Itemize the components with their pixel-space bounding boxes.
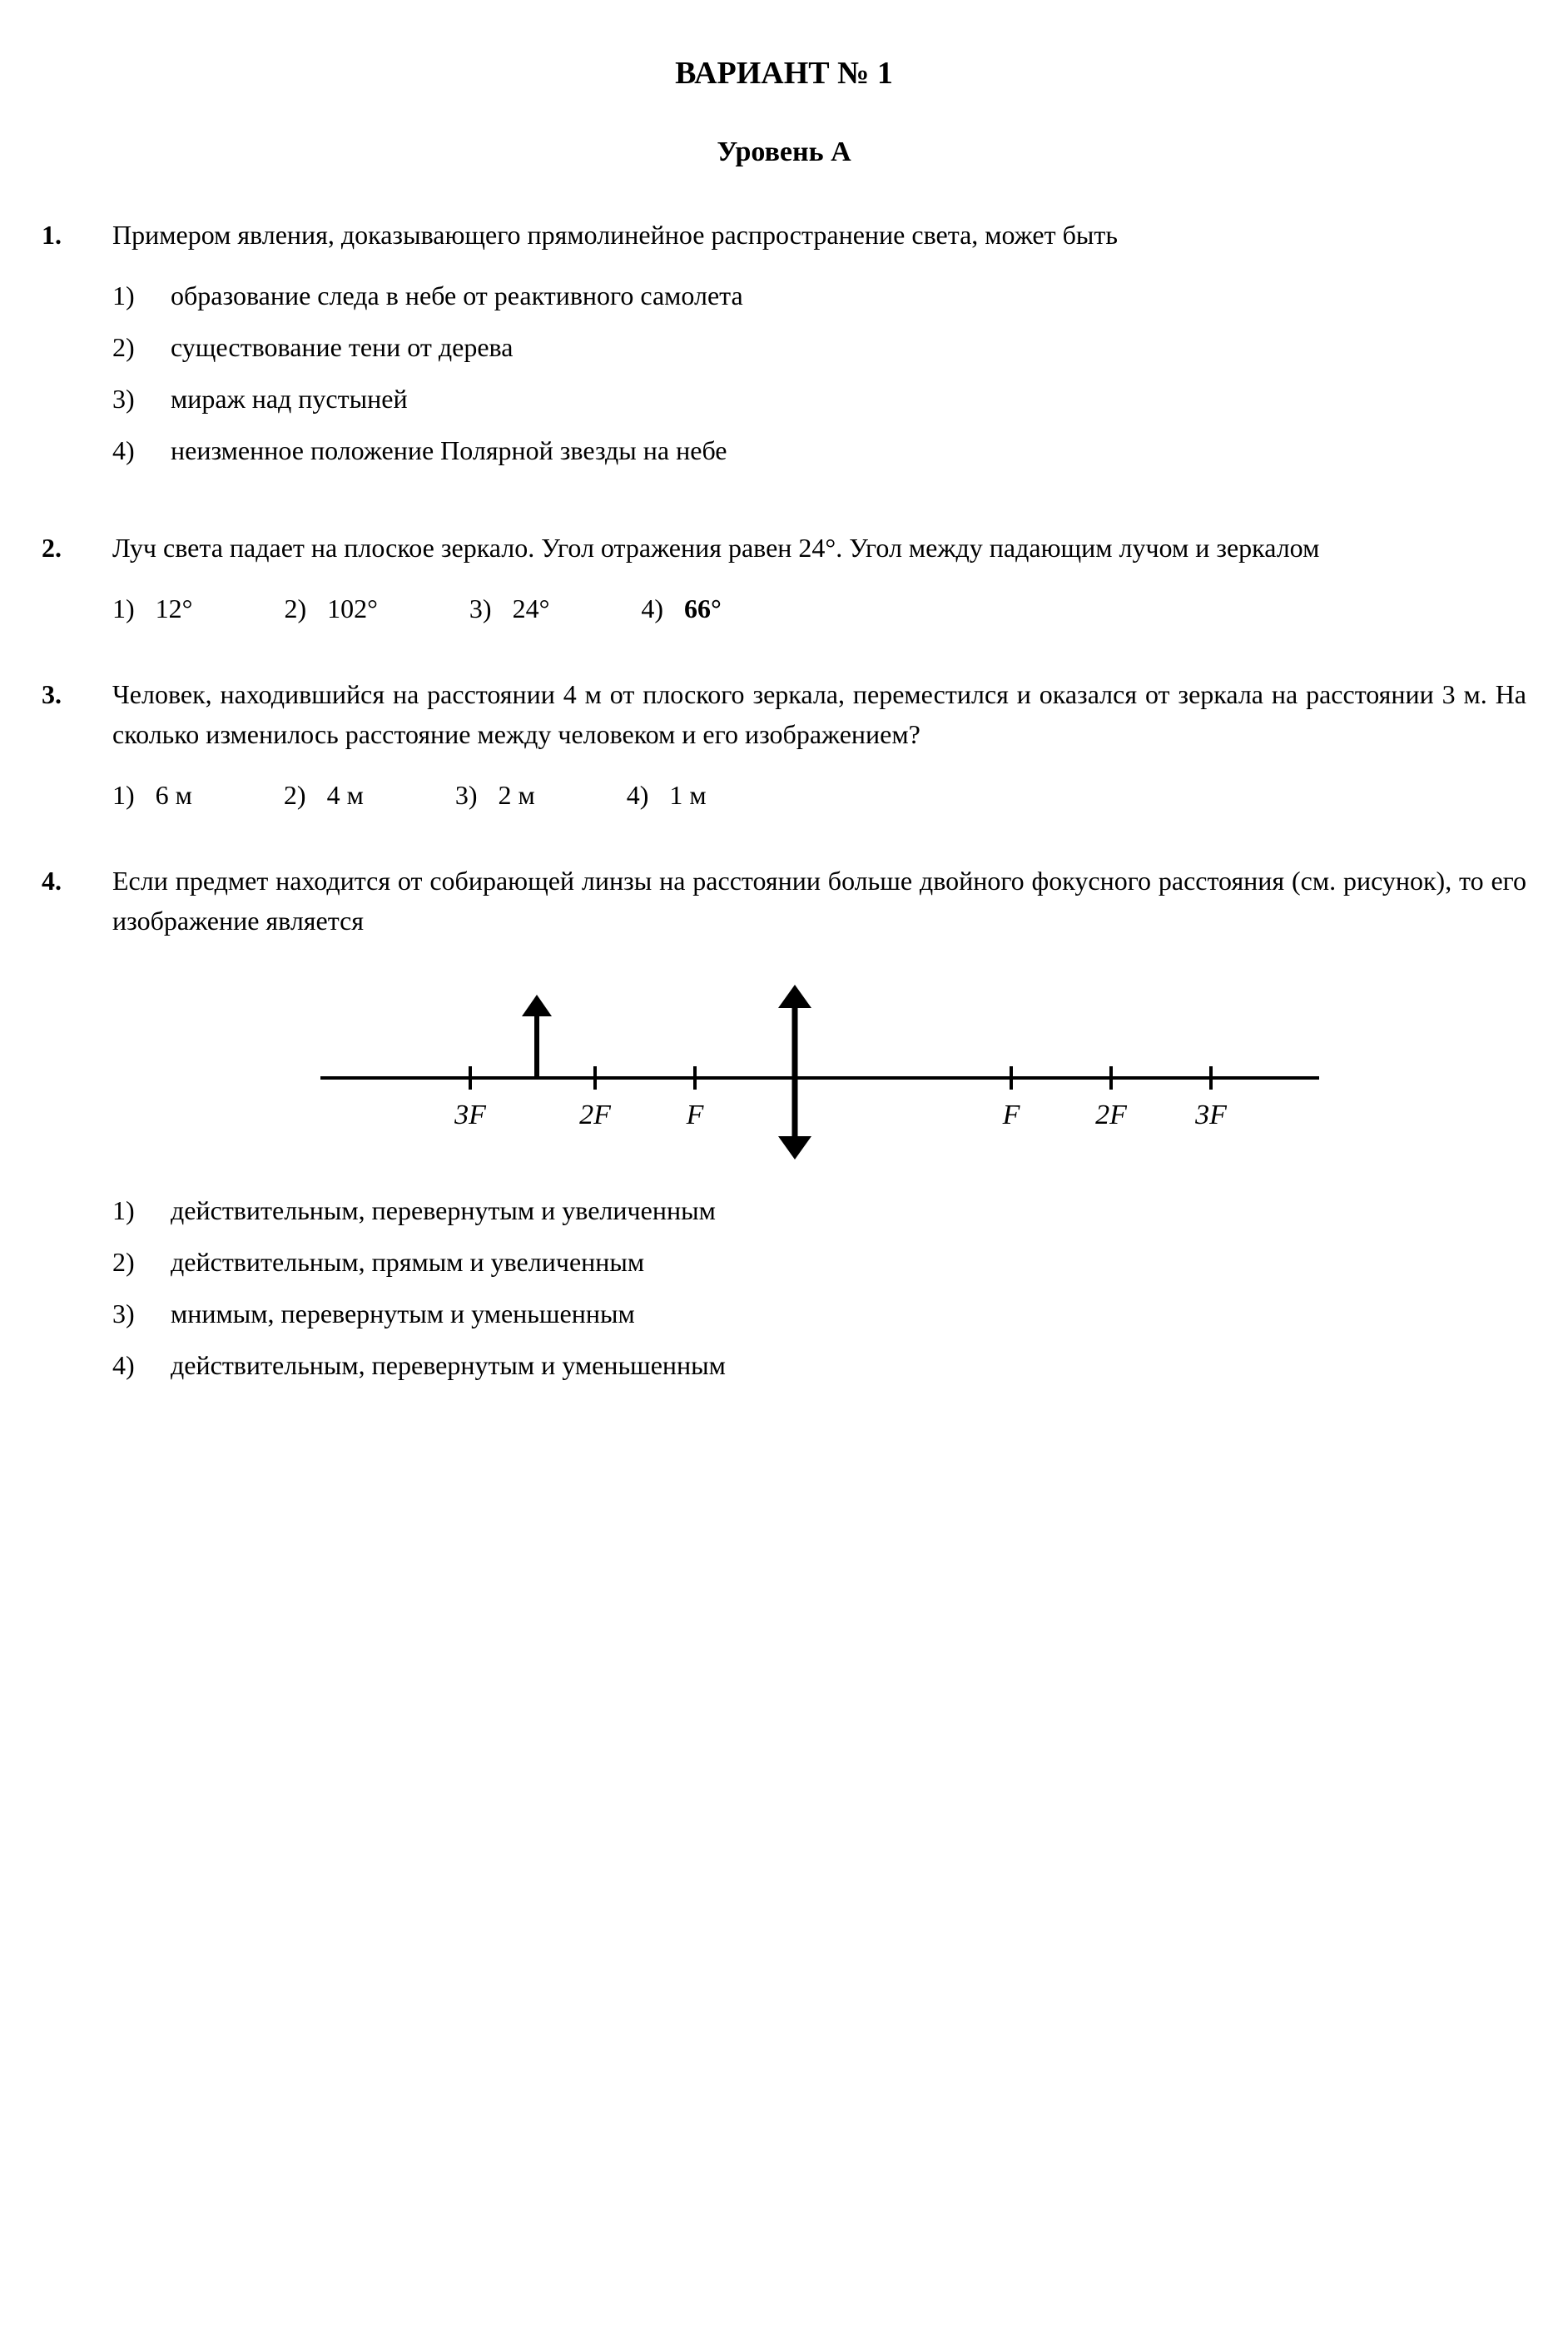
- question-text: Если предмет находится от собирающей лин…: [112, 861, 1526, 941]
- option: 1) действительным, перевернутым и увелич…: [112, 1190, 1526, 1230]
- svg-text:F: F: [685, 1100, 704, 1130]
- option-text: мираж над пустыней: [171, 379, 1526, 419]
- option-number: 2): [284, 588, 306, 628]
- option-number: 3): [469, 588, 492, 628]
- option: 3) 24°: [469, 588, 549, 628]
- option: 4) неизменное положение Полярной звезды …: [112, 430, 1526, 470]
- option: 3) мираж над пустыней: [112, 379, 1526, 419]
- option-number: 2): [112, 1242, 171, 1282]
- option-text: действительным, прямым и увеличенным: [171, 1242, 1526, 1282]
- svg-text:F: F: [1001, 1100, 1020, 1130]
- option: 2) действительным, прямым и увеличенным: [112, 1242, 1526, 1282]
- option-text: 4 м: [327, 775, 364, 815]
- question-text: Человек, находившийся на расстоянии 4 м …: [112, 674, 1526, 754]
- svg-text:3F: 3F: [454, 1100, 487, 1130]
- option-number: 2): [284, 775, 306, 815]
- option: 4) 66°: [641, 588, 721, 628]
- option: 4) 1 м: [627, 775, 707, 815]
- option-text: 66°: [684, 588, 722, 628]
- question-2: 2. Луч света падает на плоское зеркало. …: [42, 528, 1526, 628]
- question-text: Луч света падает на плоское зеркало. Уго…: [112, 528, 1526, 568]
- option-text: неизменное положение Полярной звезды на …: [171, 430, 1526, 470]
- options-list: 1) 6 м 2) 4 м 3) 2 м 4) 1 м: [112, 775, 1526, 815]
- question-4: 4. Если предмет находится от собирающей …: [42, 861, 1526, 1397]
- option: 3) мнимым, перевернутым и уменьшенным: [112, 1294, 1526, 1333]
- options-list: 1) 12° 2) 102° 3) 24° 4) 66°: [112, 588, 1526, 628]
- option-number: 4): [112, 430, 171, 470]
- question-text: Примером явления, доказывающего прямолин…: [112, 215, 1526, 255]
- option: 1) 6 м: [112, 775, 192, 815]
- option-number: 4): [627, 775, 649, 815]
- question-number: 4.: [42, 861, 112, 1397]
- option: 1) образование следа в небе от реактивно…: [112, 276, 1526, 315]
- lens-diagram: 3F 2F F F 2F 3F: [287, 970, 1352, 1161]
- option-text: существование тени от дерева: [171, 327, 1526, 367]
- option: 3) 2 м: [455, 775, 535, 815]
- option-text: 102°: [327, 588, 378, 628]
- option: 1) 12°: [112, 588, 192, 628]
- option-number: 4): [641, 588, 663, 628]
- option-number: 4): [112, 1345, 171, 1385]
- svg-text:2F: 2F: [579, 1100, 612, 1130]
- options-list: 1) действительным, перевернутым и увелич…: [112, 1190, 1526, 1385]
- question-number: 1.: [42, 215, 112, 482]
- option-number: 3): [112, 379, 171, 419]
- option-text: 24°: [513, 588, 550, 628]
- option-text: мнимым, перевернутым и уменьшенным: [171, 1294, 1526, 1333]
- svg-text:3F: 3F: [1194, 1100, 1228, 1130]
- option: 4) действительным, перевернутым и уменьш…: [112, 1345, 1526, 1385]
- option-text: 12°: [156, 588, 193, 628]
- option-text: 1 м: [669, 775, 706, 815]
- option-number: 3): [112, 1294, 171, 1333]
- page-title: ВАРИАНТ № 1: [42, 50, 1526, 97]
- option: 2) 102°: [284, 588, 377, 628]
- option-number: 1): [112, 775, 135, 815]
- svg-text:2F: 2F: [1095, 1100, 1128, 1130]
- options-list: 1) образование следа в небе от реактивно…: [112, 276, 1526, 470]
- question-3: 3. Человек, находившийся на расстоянии 4…: [42, 674, 1526, 815]
- question-number: 3.: [42, 674, 112, 815]
- page-subtitle: Уровень А: [42, 131, 1526, 173]
- option-number: 1): [112, 588, 135, 628]
- option-number: 1): [112, 276, 171, 315]
- question-1: 1. Примером явления, доказывающего прямо…: [42, 215, 1526, 482]
- option-number: 1): [112, 1190, 171, 1230]
- option: 2) существование тени от дерева: [112, 327, 1526, 367]
- option-number: 2): [112, 327, 171, 367]
- option-text: образование следа в небе от реактивного …: [171, 276, 1526, 315]
- question-number: 2.: [42, 528, 112, 628]
- option-number: 3): [455, 775, 478, 815]
- option-text: действительным, перевернутым и уменьшенн…: [171, 1345, 1526, 1385]
- option-text: действительным, перевернутым и увеличенн…: [171, 1190, 1526, 1230]
- option-text: 2 м: [498, 775, 534, 815]
- option-text: 6 м: [156, 775, 192, 815]
- option: 2) 4 м: [284, 775, 364, 815]
